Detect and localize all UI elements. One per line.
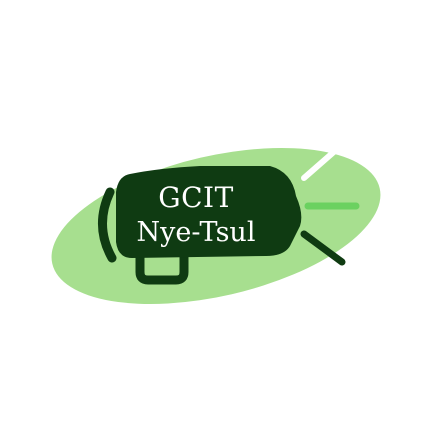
megaphone-handle (135, 245, 189, 285)
logo-title-line1: GCIT (158, 181, 234, 214)
sound-line-white (301, 147, 339, 181)
logo-title-line2: Nye-Tsul (136, 217, 256, 248)
sound-line-dark (300, 230, 346, 266)
megaphone-mouthpiece (97, 187, 117, 263)
megaphone-body (116, 166, 302, 258)
